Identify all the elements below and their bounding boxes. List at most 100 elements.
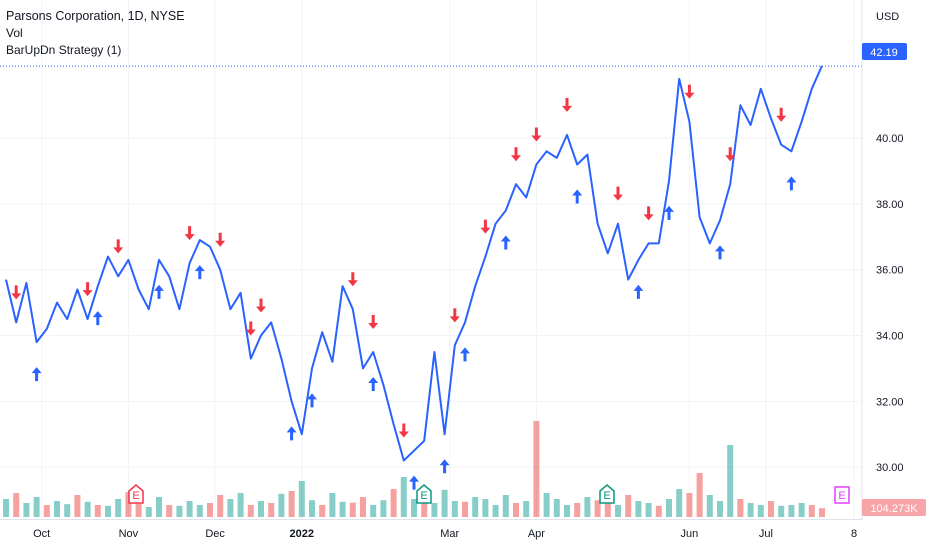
buy-arrow-shape [786, 176, 797, 191]
volume-bar [54, 501, 60, 517]
earnings-marker-label: E [603, 490, 610, 502]
volume-bar [727, 445, 734, 517]
sell-arrow-shape [643, 206, 654, 221]
volume-bar [676, 489, 683, 517]
last-price-label: 42.19 [870, 47, 898, 59]
earnings-marker[interactable]: E [416, 484, 432, 504]
y-tick-label: 38.00 [876, 199, 904, 211]
buy-arrow-shape [286, 426, 297, 441]
volume-bar [207, 503, 213, 517]
sell-arrow-icon [215, 232, 226, 247]
volume-bar [472, 497, 479, 517]
volume-bar [615, 505, 621, 517]
volume-bar [604, 501, 611, 517]
volume-bar [808, 505, 815, 517]
buy-arrow-shape [31, 367, 42, 382]
sell-arrow-shape [82, 282, 93, 297]
volume-bar [390, 489, 397, 517]
volume-bar [819, 508, 825, 517]
sell-arrow-shape [245, 321, 256, 336]
y-tick-label: 36.00 [876, 265, 904, 277]
volume-bar [747, 503, 754, 517]
volume-bar [247, 505, 254, 517]
buy-arrow-shape [664, 205, 674, 220]
volume-bar [145, 507, 152, 517]
earnings-marker-label: E [838, 490, 845, 502]
x-tick-label: Nov [119, 528, 139, 540]
chart-legend: Parsons Corporation, 1D, NYSE Vol BarUpD… [6, 8, 185, 59]
currency-label: USD [876, 11, 899, 23]
last-price-tag [862, 43, 907, 60]
earnings-marker[interactable]: E [128, 484, 144, 504]
volume-bar [309, 500, 315, 517]
volume-bar [737, 499, 744, 517]
buy-arrow-icon [439, 459, 450, 474]
volume-bar [645, 503, 652, 517]
volume-bar [370, 505, 377, 517]
volume-indicator-label[interactable]: Vol [6, 26, 23, 40]
buy-arrow-icon [307, 393, 317, 408]
volume-bar [339, 501, 346, 517]
buy-arrow-icon [154, 284, 164, 299]
sell-arrow-shape [562, 97, 572, 112]
buy-arrow-icon [31, 367, 42, 382]
sell-arrow-shape [398, 423, 409, 438]
buy-arrow-icon [664, 205, 674, 220]
sell-arrow-icon [368, 314, 379, 329]
sell-arrow-icon [684, 84, 695, 99]
sell-arrow-shape [531, 127, 542, 142]
volume-bar [94, 505, 101, 517]
buy-arrow-icon [786, 176, 797, 191]
volume-bar [156, 497, 162, 517]
buy-arrow-icon [633, 284, 644, 299]
x-tick-label: 2022 [290, 528, 314, 540]
volume-bar [513, 503, 519, 517]
sell-arrow-shape [113, 239, 124, 254]
volume-bar [298, 481, 305, 517]
buy-arrow-shape [439, 459, 450, 474]
volume-bar [186, 501, 193, 517]
sell-arrow-icon [82, 282, 93, 297]
x-tick-label: 8 [851, 528, 857, 540]
volume-bar [502, 495, 509, 517]
volume-bar [400, 477, 407, 517]
sell-arrow-shape [684, 84, 695, 99]
volume-bar [584, 497, 591, 517]
volume-bar [533, 421, 540, 517]
buy-arrow-icon [500, 235, 511, 250]
earnings-marker[interactable]: E [834, 486, 850, 504]
volume-bar [421, 495, 428, 517]
sell-arrow-shape [449, 308, 460, 323]
volume-bar [64, 504, 71, 517]
sell-arrow-shape [725, 147, 736, 162]
volume-bar [553, 499, 560, 517]
strategy-indicator-label[interactable]: BarUpDn Strategy (1) [6, 43, 122, 57]
x-tick-label: Jul [759, 528, 773, 540]
volume-bar [23, 503, 30, 517]
buy-arrow-shape [460, 347, 470, 362]
y-tick-label: 30.00 [876, 462, 904, 474]
volume-bar [237, 493, 244, 517]
earnings-marker-shape [416, 484, 432, 504]
price-tags: 42.19 104.273K [862, 43, 926, 516]
volume-bar [329, 493, 336, 517]
x-tick-label: Dec [205, 528, 225, 540]
volume-bar [564, 505, 570, 517]
volume-bar [176, 505, 183, 517]
sell-arrow-icon [256, 298, 266, 313]
sell-arrow-icon [11, 285, 22, 300]
volume-bar [105, 505, 111, 517]
volume-bar [360, 497, 366, 517]
sell-arrow-icon [531, 127, 542, 142]
sell-arrow-shape [347, 272, 358, 287]
volume-bar [441, 489, 448, 517]
symbol-title[interactable]: Parsons Corporation, 1D, NYSE [6, 9, 185, 23]
earnings-marker[interactable]: E [599, 484, 615, 504]
volume-bar [278, 493, 285, 517]
volume-bar [655, 505, 662, 517]
buy-arrow-shape [500, 235, 511, 250]
volume-bar [319, 505, 326, 517]
sell-arrow-shape [511, 147, 521, 162]
